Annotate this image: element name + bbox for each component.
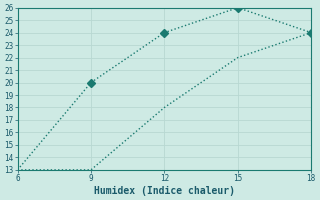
X-axis label: Humidex (Indice chaleur): Humidex (Indice chaleur) <box>94 186 235 196</box>
